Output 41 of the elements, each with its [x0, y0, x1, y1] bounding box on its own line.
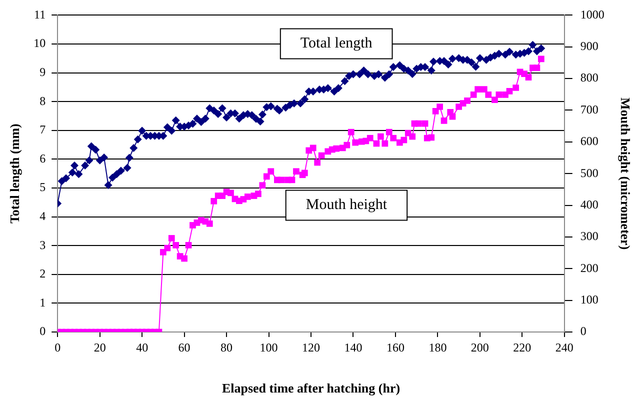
x-tick-label: 120: [302, 340, 320, 354]
x-tick-label: 40: [136, 340, 148, 354]
y-tick-label: 1: [40, 295, 46, 310]
y-tick-label: 9: [40, 64, 46, 79]
y2-tick-label: 300: [580, 229, 598, 244]
y-tick-label: 8: [40, 94, 46, 108]
y-tick-label: 2: [40, 266, 46, 281]
y2-tick-label: 600: [580, 134, 598, 148]
y2-tick-label: 700: [580, 102, 598, 116]
x-tick-label: 200: [470, 340, 489, 354]
y-tick-label: 3: [40, 238, 46, 252]
x-tick-label: 240: [555, 340, 574, 354]
y2-tick-label: 0: [580, 324, 586, 338]
y-tick-label: 0: [40, 324, 46, 338]
y-tick-label: 6: [40, 151, 46, 166]
y2-tick-label: 100: [580, 292, 598, 306]
y2-axis-title: Mouth height (micrometer): [618, 98, 633, 250]
x-tick-label: 20: [94, 340, 106, 354]
series-label: Total length: [300, 36, 373, 52]
y-tick-label: 7: [40, 122, 46, 137]
x-tick-label: 100: [260, 340, 278, 354]
y-axis-title: Total length (mm): [7, 124, 22, 224]
y2-tick-label: 800: [580, 70, 598, 85]
y2-tick-label: 500: [580, 166, 598, 180]
x-tick-label: 160: [386, 340, 404, 354]
series-label: Mouth height: [306, 197, 388, 214]
y2-tick-label: 1000: [580, 7, 604, 22]
x-tick-label: 220: [513, 340, 532, 354]
x-tick-label: 140: [344, 340, 362, 354]
x-tick-label: 180: [428, 340, 447, 354]
y-tick-label: 4: [40, 208, 46, 223]
y-tick-label: 11: [34, 7, 46, 22]
y-tick-label: 5: [40, 180, 46, 194]
x-tick-label: 80: [220, 340, 233, 354]
y2-tick-label: 400: [580, 197, 598, 212]
y-tick-label: 10: [34, 36, 46, 50]
y2-tick-label: 200: [580, 260, 598, 275]
x-tick-label: 60: [178, 340, 190, 354]
x-axis-title: Elapsed time after hatching (hr): [222, 380, 400, 396]
y2-tick-label: 900: [580, 39, 598, 54]
x-tick-label: 0: [54, 340, 61, 354]
